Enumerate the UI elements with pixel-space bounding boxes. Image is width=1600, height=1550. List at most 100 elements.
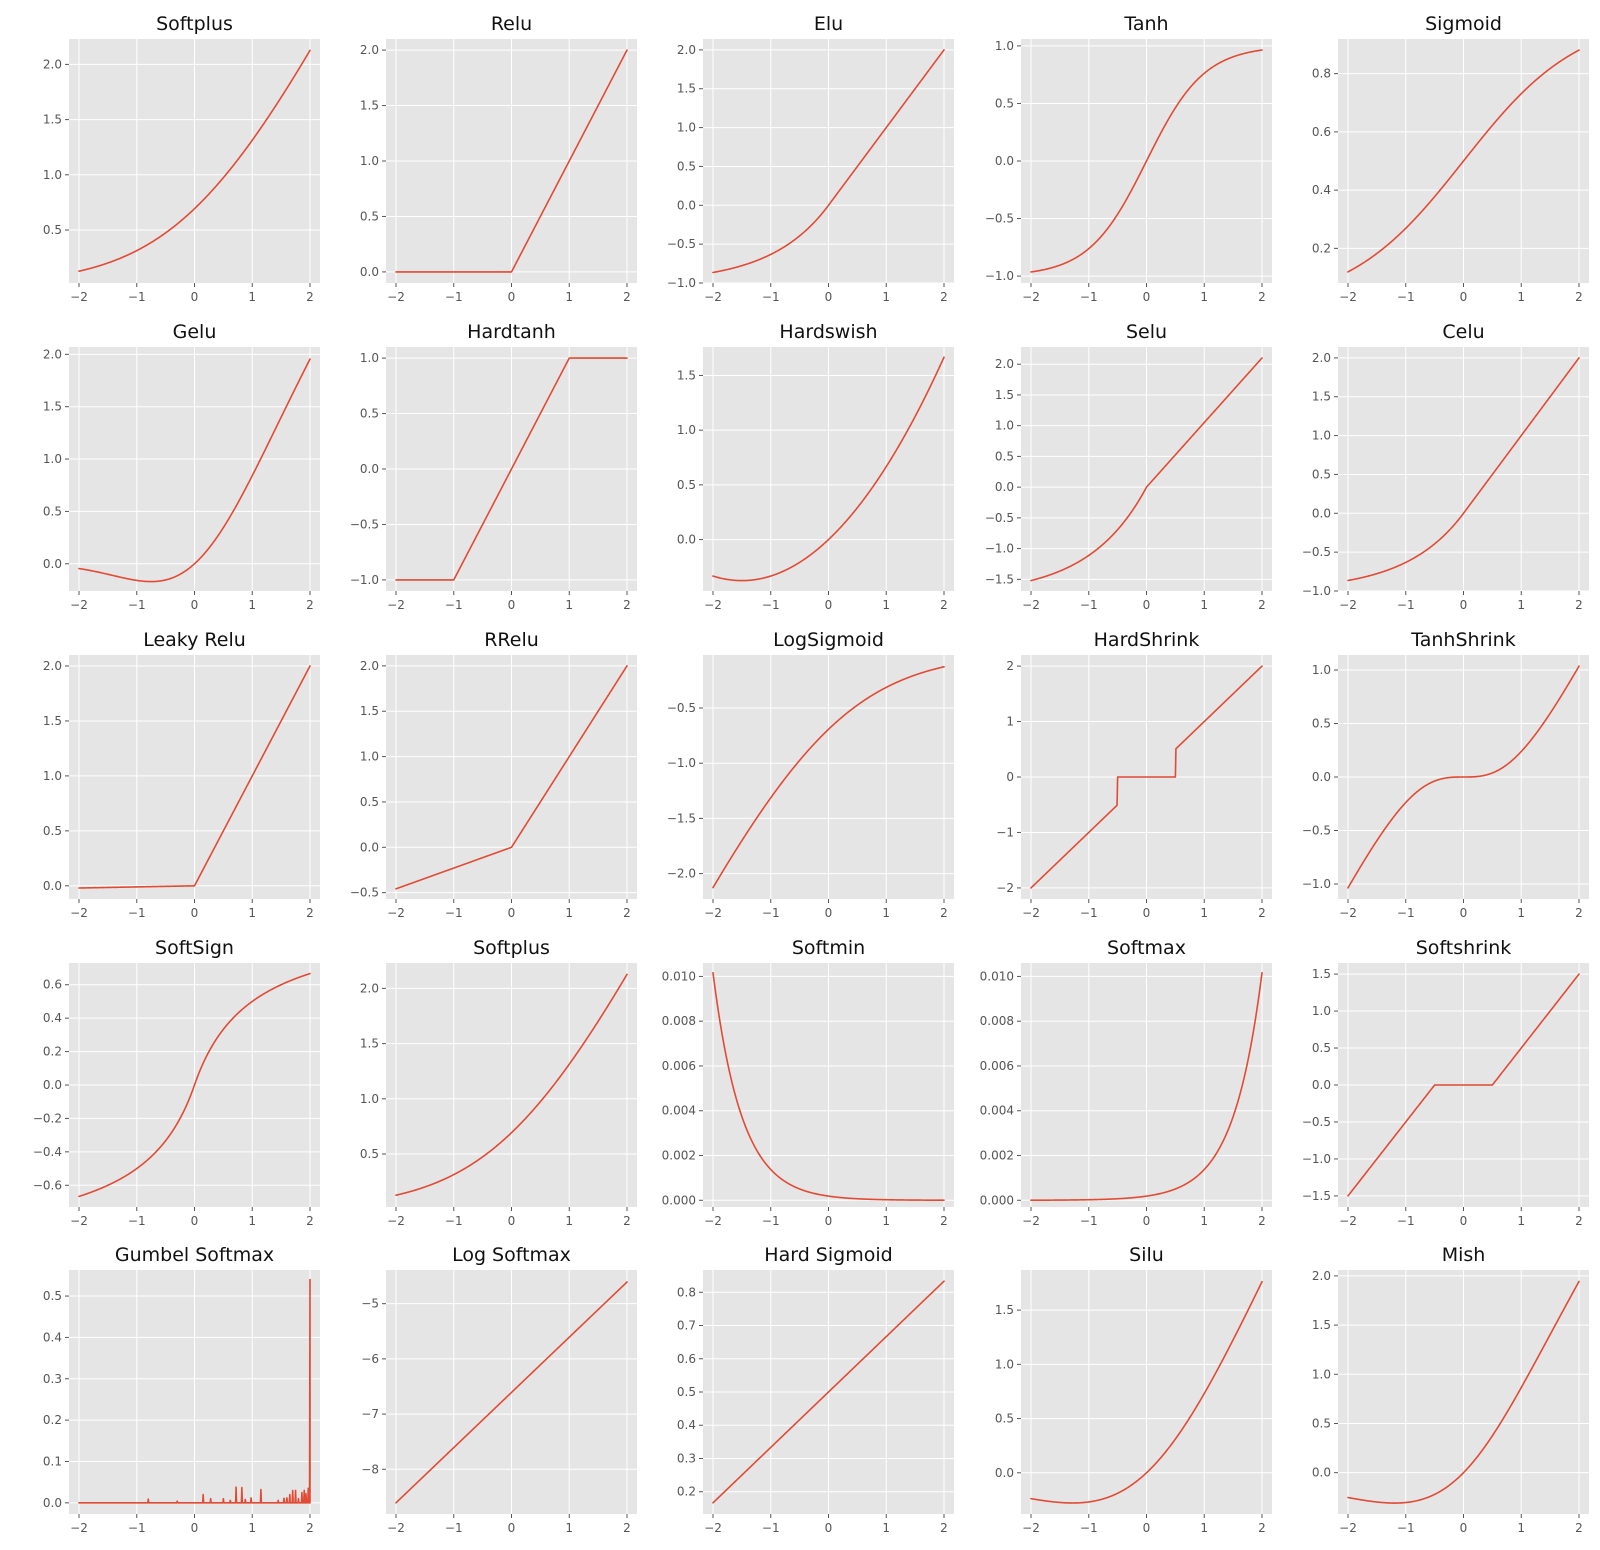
- y-tick-label: 1.0: [360, 351, 379, 365]
- panel-title: Celu: [1442, 321, 1484, 343]
- x-tick-label: −1: [1397, 906, 1415, 920]
- x-tick-label: −1: [1080, 598, 1098, 612]
- panel-title: Softshrink: [1416, 937, 1512, 959]
- x-tick-label: 2: [306, 290, 314, 304]
- panel-title: Tanh: [1123, 13, 1168, 35]
- x-tick-label: −2: [1022, 1521, 1040, 1535]
- x-tick-label: −1: [762, 290, 780, 304]
- y-tick-label: 2.0: [360, 659, 379, 673]
- x-tick-label: −2: [704, 906, 722, 920]
- y-tick-label: 0.0: [43, 1496, 62, 1510]
- panel-6: −2 −1 0 1 2 0.0 0.5 1.0 1.5 2.0 Gelu: [43, 321, 320, 612]
- series-line: [1347, 665, 1580, 889]
- x-tick-label: 2: [940, 1214, 948, 1228]
- series-line: [395, 49, 628, 273]
- y-tick-label: 0.5: [43, 223, 62, 237]
- y-tick-label: 2.0: [677, 43, 696, 57]
- y-tick-label: −0.4: [33, 1145, 62, 1159]
- y-tick-label: 0.008: [662, 1014, 696, 1028]
- x-tick-label: 2: [1258, 906, 1266, 920]
- panel-13: −2 −1 0 1 2 −2.0 −1.5 −1.0 −0.5 LogSigmoid: [667, 629, 954, 920]
- y-tick-label: 1.0: [43, 769, 62, 783]
- y-tick-label: 1.0: [43, 168, 62, 182]
- y-tick-label: 1.5: [43, 400, 62, 414]
- x-tick-label: 1: [1200, 1521, 1208, 1535]
- series-line: [1030, 1280, 1263, 1504]
- x-tick-label: 1: [1200, 290, 1208, 304]
- x-tick-label: 0: [1143, 906, 1151, 920]
- panel-12: −2 −1 0 1 2 −0.5 0.0 0.5 1.0 1.5 2.0 RRelu: [350, 629, 637, 920]
- y-tick-label: 0.0: [360, 462, 379, 476]
- x-tick-label: 2: [306, 598, 314, 612]
- y-tick-label: 0.4: [43, 1330, 62, 1344]
- x-tick-label: −2: [1339, 1214, 1357, 1228]
- y-tick-label: 0.4: [1312, 183, 1331, 197]
- x-tick-label: −1: [445, 598, 463, 612]
- x-tick-label: 2: [1258, 290, 1266, 304]
- x-tick-label: 2: [940, 1521, 948, 1535]
- x-tick-label: 2: [1575, 906, 1583, 920]
- panel-title: Hardtanh: [467, 321, 556, 343]
- x-tick-label: 1: [882, 598, 890, 612]
- x-tick-label: 2: [306, 1214, 314, 1228]
- y-tick-label: 1.5: [360, 1037, 379, 1051]
- panel-title: Gumbel Softmax: [115, 1244, 274, 1266]
- y-tick-label: 2.0: [43, 347, 62, 361]
- y-tick-label: 0.0: [1312, 1078, 1331, 1092]
- series-line: [395, 665, 628, 890]
- x-tick-label: −1: [128, 1521, 146, 1535]
- x-tick-label: 0: [1143, 598, 1151, 612]
- x-tick-label: −1: [1080, 1521, 1098, 1535]
- y-tick-label: 2.0: [1312, 351, 1331, 365]
- panel-title: RRelu: [484, 629, 539, 651]
- panel-19: −2 −1 0 1 2 0.000 0.002 0.004 0.006 0.008 0.010 Sof…: [980, 937, 1272, 1228]
- y-tick-label: 2.0: [1312, 1269, 1331, 1283]
- x-tick-label: 1: [248, 1521, 256, 1535]
- x-tick-label: 0: [825, 598, 833, 612]
- panel-title: Sigmoid: [1425, 13, 1502, 35]
- series-line: [395, 357, 628, 581]
- y-tick-label: 0.0: [677, 198, 696, 212]
- x-tick-label: 2: [306, 906, 314, 920]
- panel-title: Leaky Relu: [143, 629, 246, 651]
- y-tick-label: 1.5: [677, 368, 696, 382]
- x-tick-label: −1: [1080, 290, 1098, 304]
- y-tick-label: 1.0: [677, 423, 696, 437]
- y-tick-label: 0.2: [677, 1485, 696, 1499]
- y-tick-label: 0.0: [995, 480, 1014, 494]
- x-tick-label: 2: [1258, 1214, 1266, 1228]
- x-tick-label: 1: [565, 290, 573, 304]
- y-tick-label: 0.002: [662, 1149, 696, 1163]
- x-tick-label: −1: [1397, 1521, 1415, 1535]
- panel-title: Selu: [1126, 321, 1167, 343]
- x-tick-label: 2: [623, 906, 631, 920]
- x-tick-label: 2: [306, 1521, 314, 1535]
- y-tick-label: 0.3: [677, 1451, 696, 1465]
- panel-title: Gelu: [173, 321, 217, 343]
- x-tick-label: 2: [623, 1214, 631, 1228]
- panel-11: −2 −1 0 1 2 0.0 0.5 1.0 1.5 2.0 Leaky Relu: [43, 629, 320, 920]
- series-line: [712, 356, 945, 582]
- x-tick-label: −1: [445, 906, 463, 920]
- x-tick-label: 0: [1143, 1214, 1151, 1228]
- x-tick-label: 0: [191, 598, 199, 612]
- y-tick-label: 0.0: [43, 879, 62, 893]
- x-tick-label: 2: [1258, 1521, 1266, 1535]
- y-tick-label: 2.0: [995, 357, 1014, 371]
- x-tick-label: 1: [1200, 906, 1208, 920]
- y-tick-label: 1.0: [360, 1092, 379, 1106]
- x-tick-label: −2: [1022, 598, 1040, 612]
- x-tick-label: 0: [191, 290, 199, 304]
- y-tick-label: 1.5: [1312, 390, 1331, 404]
- x-tick-label: −2: [1339, 906, 1357, 920]
- x-tick-label: 0: [1460, 1521, 1468, 1535]
- y-tick-label: −1.5: [985, 572, 1014, 586]
- y-tick-label: −1.0: [1302, 877, 1331, 891]
- panel-23: −2 −1 0 1 2 0.2 0.3 0.4 0.5 0.6 0.7 0.8 Hard Sigmoid: [677, 1244, 954, 1535]
- series-line: [78, 665, 311, 889]
- x-tick-label: 0: [1460, 906, 1468, 920]
- panel-15: −2 −1 0 1 2 −1.0 −0.5 0.0 0.5 1.0 TanhShrink: [1302, 629, 1589, 920]
- y-tick-label: 1.5: [995, 388, 1014, 402]
- x-tick-label: 0: [508, 290, 516, 304]
- x-tick-label: 0: [1460, 1214, 1468, 1228]
